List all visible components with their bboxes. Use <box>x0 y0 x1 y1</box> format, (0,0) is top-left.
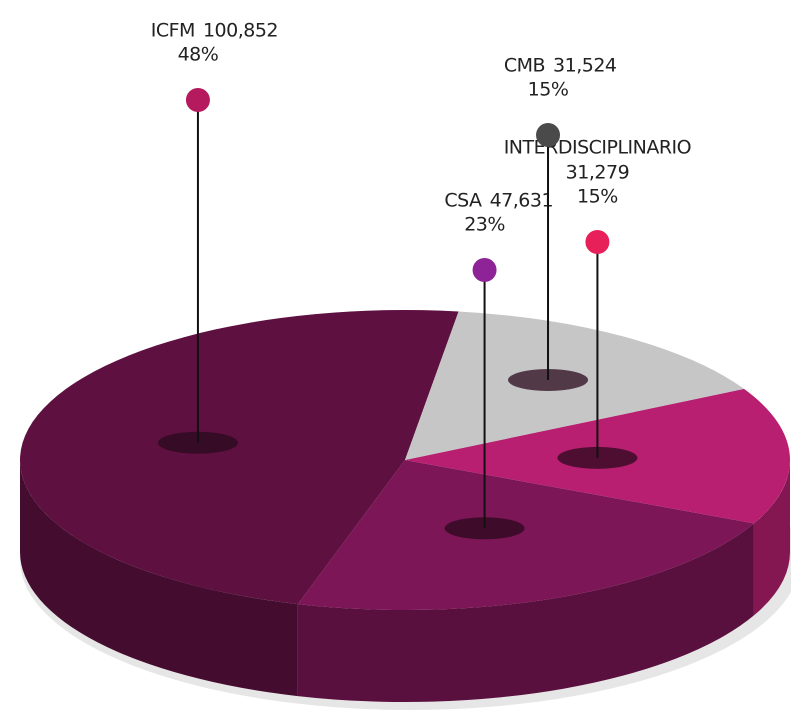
slice-percent-label: 15% <box>577 186 618 208</box>
slice-side <box>297 523 754 702</box>
pin-dot <box>536 123 561 147</box>
slice-percent-label: 48% <box>178 44 219 66</box>
slice-percent-label: 23% <box>464 214 505 236</box>
slice-side <box>753 460 790 616</box>
slice-side <box>20 460 298 697</box>
slice <box>19 309 459 605</box>
slice-label: CSA <box>444 190 482 212</box>
slice <box>297 460 754 610</box>
slice-percent-label: 15% <box>528 79 569 101</box>
slice-label: CMB <box>504 55 545 77</box>
pin-dot <box>472 258 497 282</box>
slice-value-label: 31,524 <box>553 55 617 77</box>
pin-dot <box>585 230 610 254</box>
slice-value-label: 100,852 <box>203 20 278 42</box>
slice-label: INTERDISCIPLINARIO <box>504 137 691 159</box>
pin-dot <box>185 88 210 112</box>
slice-label: ICFM <box>151 20 195 42</box>
slice-value-label: 47,631 <box>490 190 553 212</box>
slice-value-label: 31,279 <box>566 162 629 184</box>
